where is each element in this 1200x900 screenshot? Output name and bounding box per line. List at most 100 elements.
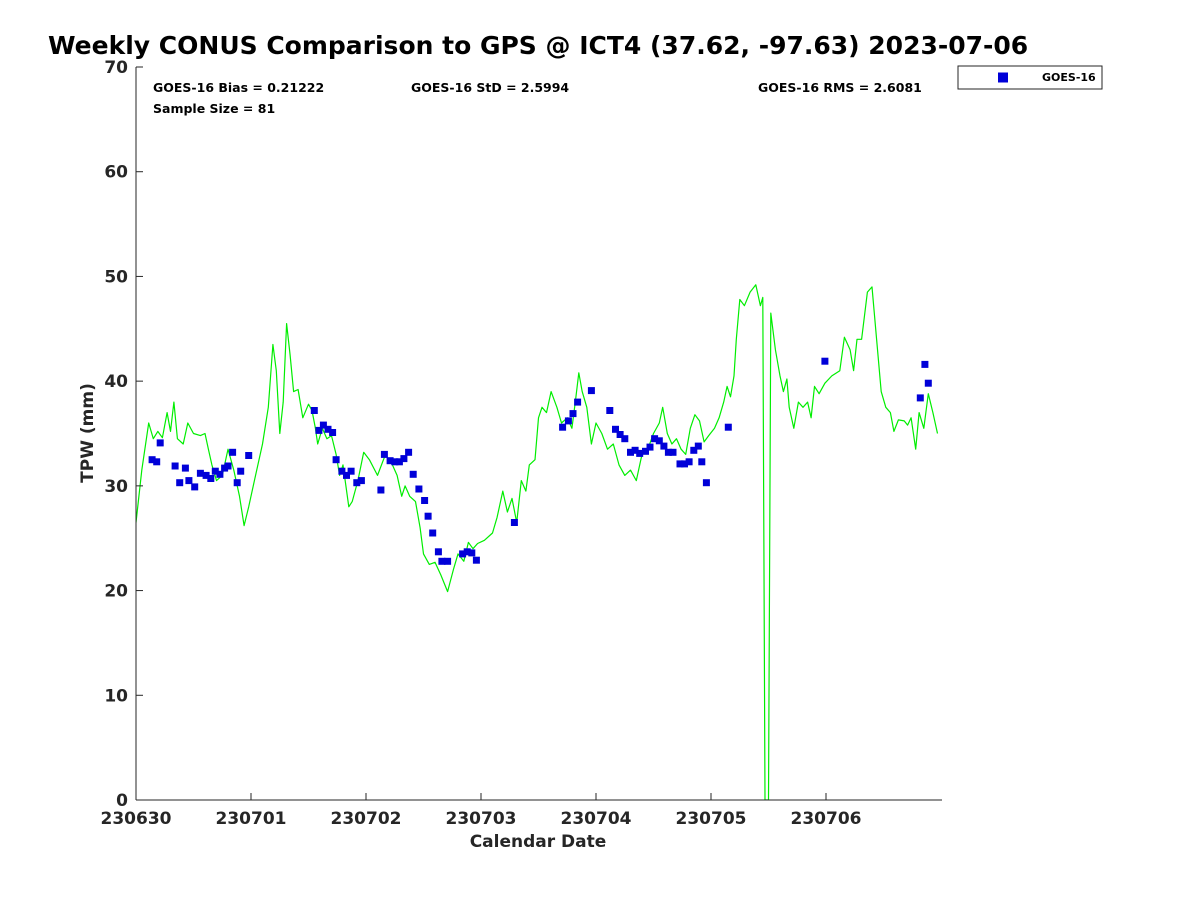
- goes16-point: [510, 519, 518, 526]
- std-annotation: GOES-16 StD = 2.5994: [411, 80, 569, 95]
- x-ticks: 230630 230701 230702 230703 230704 230705 2307…: [101, 793, 862, 829]
- stats-annotations: GOES-16 Bias = 0.21222 GOES-16 StD = 2.5…: [153, 80, 922, 116]
- goes16-point: [459, 550, 467, 558]
- goes16-point: [319, 421, 327, 429]
- goes16-point: [357, 477, 365, 485]
- goes16-point: [564, 417, 572, 425]
- goes16-point: [664, 448, 672, 456]
- legend: GOES-16: [957, 65, 1103, 90]
- series-layer: [136, 284, 939, 800]
- goes16-point: [202, 471, 210, 479]
- goes16-point: [386, 457, 394, 465]
- goes16-point: [646, 443, 654, 451]
- goes16-point: [660, 442, 668, 450]
- goes16-point: [676, 460, 684, 468]
- goes16-point: [702, 479, 710, 487]
- goes16-point: [405, 448, 413, 456]
- gps-tpw-line: [136, 284, 939, 800]
- goes16-point: [587, 387, 595, 395]
- goes16-point: [185, 477, 193, 485]
- goes16-point: [636, 449, 644, 457]
- legend-marker-square: [998, 72, 1008, 83]
- goes16-point: [353, 479, 361, 487]
- goes16-point: [421, 497, 429, 504]
- goes16-point: [468, 549, 476, 557]
- y-tick-label: 60: [104, 163, 128, 183]
- axes-layer: [135, 67, 942, 801]
- bias-annotation: GOES-16 Bias = 0.21222: [153, 80, 324, 95]
- goes16-point: [616, 431, 624, 438]
- y-tick-label: 50: [104, 267, 128, 287]
- goes16-point: [627, 448, 634, 456]
- goes16-point: [690, 446, 698, 454]
- x-axis-label: Calendar Date: [470, 832, 607, 852]
- goes16-point: [338, 467, 346, 475]
- x-tick-label: 230704: [561, 809, 632, 829]
- goes16-point: [669, 448, 677, 456]
- goes16-point: [377, 486, 385, 494]
- x-tick-label: 230702: [331, 809, 402, 829]
- goes16-point: [153, 458, 161, 466]
- goes16-point: [191, 483, 199, 491]
- y-tick-label: 10: [104, 686, 128, 706]
- goes16-point: [233, 479, 241, 487]
- goes16-point: [324, 425, 332, 433]
- goes16-point: [621, 435, 629, 443]
- goes16-point: [224, 462, 232, 470]
- legend-label-goes16: GOES-16: [1042, 71, 1096, 84]
- goes16-point: [438, 557, 446, 565]
- goes16-point: [685, 458, 693, 466]
- x-tick-label: 230630: [101, 809, 172, 829]
- goes16-point: [574, 398, 582, 406]
- goes16-point: [395, 458, 403, 466]
- y-tick-label: 40: [104, 372, 128, 392]
- goes16-point: [245, 452, 253, 459]
- goes16-point: [472, 556, 480, 564]
- chart-title: Weekly CONUS Comparison to GPS @ ICT4 (3…: [48, 31, 1028, 60]
- goes16-point: [332, 456, 340, 464]
- rms-annotation: GOES-16 RMS = 2.6081: [758, 80, 922, 95]
- goes16-point: [211, 467, 219, 475]
- goes16-point: [924, 379, 932, 387]
- goes16-point: [237, 467, 245, 475]
- goes16-point: [606, 407, 614, 414]
- goes16-point: [429, 529, 437, 537]
- goes16-point: [229, 448, 237, 456]
- goes16-point: [310, 407, 318, 414]
- goes16-point: [921, 360, 929, 368]
- goes16-point: [329, 429, 337, 436]
- goes16-point: [694, 442, 702, 450]
- x-tick-label: 230706: [791, 809, 862, 829]
- sample-size-annotation: Sample Size = 81: [153, 101, 275, 116]
- goes16-point: [347, 467, 355, 475]
- goes16-point: [171, 462, 179, 470]
- goes16-point: [409, 470, 417, 478]
- goes16-point: [612, 425, 619, 433]
- goes16-point: [724, 423, 732, 431]
- x-tick-label: 230701: [216, 809, 287, 829]
- legend-box: [957, 65, 1103, 90]
- goes16-point: [681, 460, 688, 468]
- goes16-point: [569, 410, 577, 418]
- goes16-point: [642, 447, 649, 455]
- goes16-point: [156, 439, 164, 447]
- goes16-point: [216, 470, 224, 478]
- y-tick-label: 30: [104, 477, 128, 497]
- goes16-point: [343, 471, 350, 479]
- goes16-point: [463, 548, 471, 556]
- goes16-point: [400, 455, 408, 463]
- goes16-point: [655, 437, 663, 445]
- goes16-point: [196, 469, 204, 477]
- y-ticks: 0 10 20 30 40 50 60 70: [104, 58, 143, 811]
- y-tick-label: 20: [104, 582, 128, 602]
- goes16-point: [415, 485, 423, 493]
- goes16-point: [444, 557, 452, 565]
- goes16-point: [391, 458, 399, 466]
- goes16-point: [176, 479, 184, 487]
- goes16-point: [424, 512, 432, 520]
- goes16-point: [434, 548, 442, 556]
- goes16-point: [631, 446, 639, 454]
- goes16-point: [916, 394, 924, 402]
